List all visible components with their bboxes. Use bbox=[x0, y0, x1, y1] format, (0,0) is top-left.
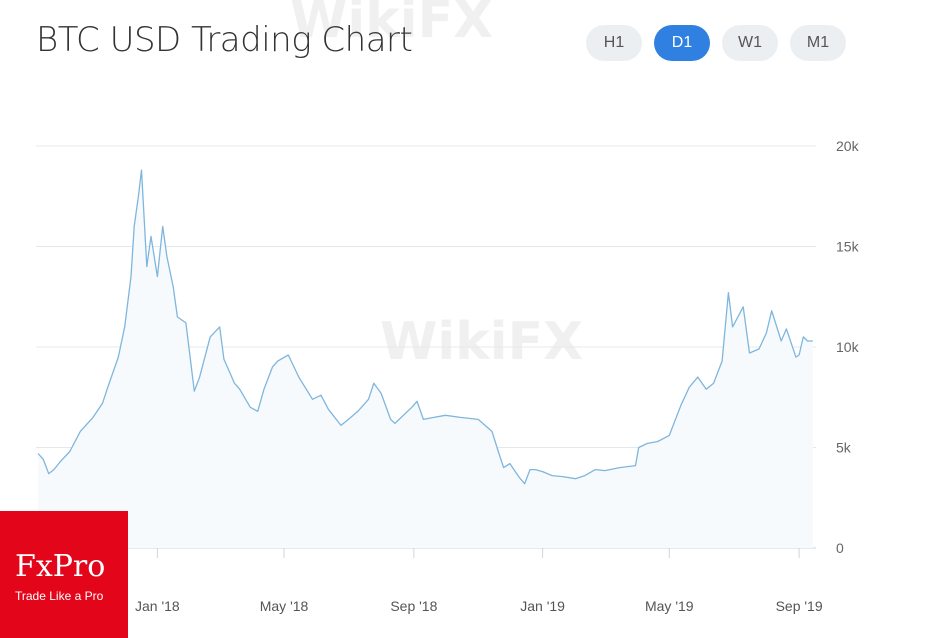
y-tick-label: 20k bbox=[836, 138, 860, 154]
x-tick-label: May '18 bbox=[260, 598, 309, 614]
logo-name: FxPro bbox=[15, 549, 106, 584]
x-axis: Jan '18 May '18 Sep '18 Jan '19 May '19 Sep '… bbox=[135, 548, 823, 614]
timeframe-m1-button[interactable]: M1 bbox=[790, 25, 846, 61]
price-line bbox=[37, 169, 813, 485]
x-tick-label: May '19 bbox=[645, 598, 694, 614]
timeframe-selector: H1 D1 W1 M1 bbox=[586, 25, 846, 61]
logo-slogan: Trade Like a Pro bbox=[15, 589, 104, 603]
price-area-fill bbox=[38, 170, 813, 548]
page-title: BTC USD Trading Chart bbox=[36, 20, 413, 60]
x-tick-label: Sep '19 bbox=[776, 598, 823, 614]
y-tick-label: 15k bbox=[836, 239, 860, 255]
y-axis: 0 5k 10k 15k 20k bbox=[836, 138, 860, 556]
y-tick-label: 0 bbox=[836, 540, 844, 556]
timeframe-d1-button[interactable]: D1 bbox=[654, 25, 710, 61]
x-tick-label: Jan '19 bbox=[520, 598, 565, 614]
fxpro-logo: FxPro Trade Like a Pro bbox=[0, 511, 128, 638]
x-tick-label: Sep '18 bbox=[390, 598, 437, 614]
timeframe-h1-button[interactable]: H1 bbox=[586, 25, 642, 61]
y-tick-label: 5k bbox=[836, 440, 852, 456]
x-tick-label: Jan '18 bbox=[135, 598, 180, 614]
timeframe-w1-button[interactable]: W1 bbox=[722, 25, 778, 61]
y-tick-label: 10k bbox=[836, 339, 860, 355]
